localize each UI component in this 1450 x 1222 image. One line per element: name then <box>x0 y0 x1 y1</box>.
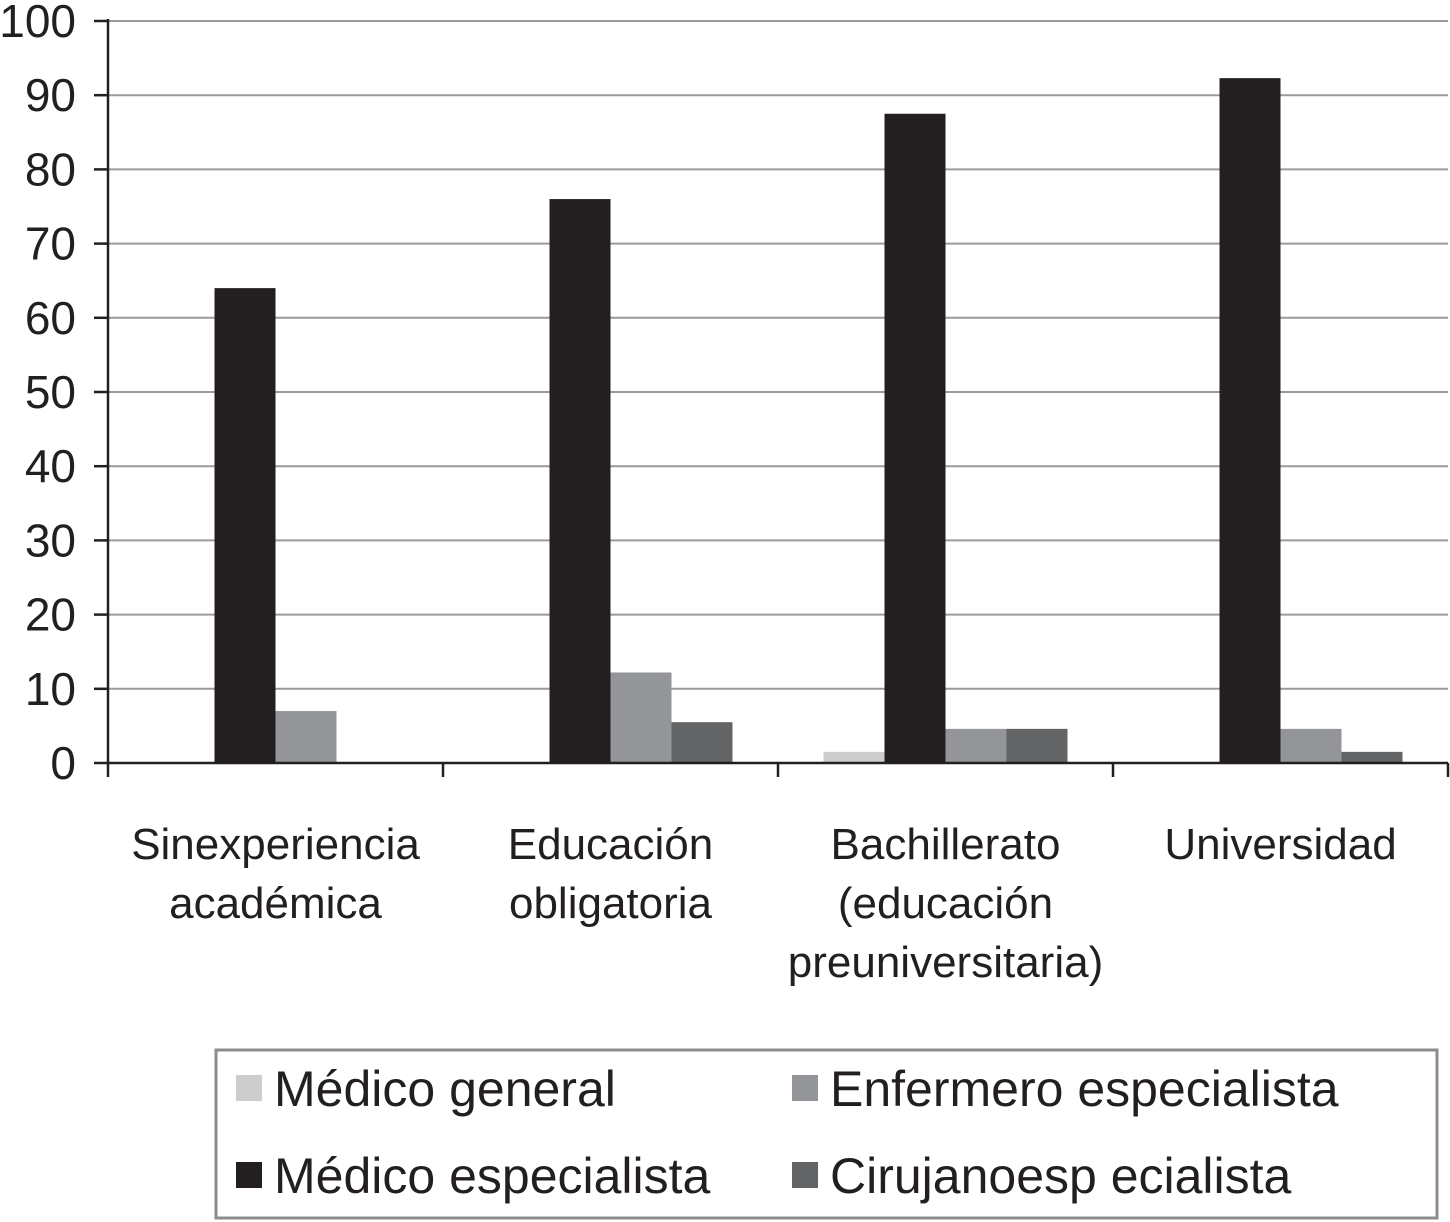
legend-swatch-3 <box>792 1162 818 1188</box>
y-tick-label-0: 0 <box>50 737 76 789</box>
bar-cat3-series1 <box>1219 78 1281 763</box>
legend-box <box>214 1048 1439 1220</box>
y-tick-label-20: 20 <box>25 589 76 641</box>
x-category-label-0-line-0: Sinexperiencia <box>131 820 420 869</box>
y-tick-label-70: 70 <box>25 218 76 270</box>
bar-cat0-series1 <box>214 288 276 763</box>
legend-label-2: Enfermero especialista <box>830 1061 1339 1117</box>
x-category-label-1-line-1: obligatoria <box>509 879 713 928</box>
grid-lines <box>108 20 1448 690</box>
bar-cat2-series3 <box>1006 728 1068 763</box>
x-category-labels: Sinexperiencia académica Educación obligato… <box>131 820 1396 987</box>
bar-cat2-series1 <box>884 113 946 763</box>
y-tick-label-60: 60 <box>25 292 76 344</box>
x-category-label-3-line-0: Universidad <box>1164 820 1396 869</box>
x-category-label-1-line-0: Educación <box>508 820 713 869</box>
bar-cat2-series2 <box>945 728 1007 763</box>
bar-cat0-series2 <box>275 711 337 763</box>
legend-swatch-2 <box>792 1075 818 1101</box>
x-category-label-0-line-1: académica <box>169 879 382 928</box>
x-category-label-2-line-1: (educación <box>838 879 1053 928</box>
y-tick-label-100: 100 <box>0 0 76 47</box>
y-tick-label-50: 50 <box>25 366 76 418</box>
legend-swatch-0 <box>236 1075 262 1101</box>
legend-label-1: Médico especialista <box>274 1148 711 1204</box>
bar-cat1-series2 <box>610 672 672 763</box>
x-category-label-2-line-2: preuniversitaria) <box>788 938 1103 987</box>
y-tick-labels: 0 10 20 30 40 50 60 70 80 90 100 <box>0 0 76 789</box>
bars <box>214 78 1403 763</box>
axes <box>94 19 1450 777</box>
y-tick-label-80: 80 <box>25 143 76 195</box>
legend-swatch-1 <box>236 1162 262 1188</box>
bar-cat1-series1 <box>549 199 611 763</box>
y-tick-label-30: 30 <box>25 514 76 566</box>
x-category-label-2-line-0: Bachillerato <box>831 820 1061 869</box>
y-tick-label-90: 90 <box>25 69 76 121</box>
bar-cat3-series3 <box>1341 751 1403 763</box>
legend: Médico general Enfermero especialista Médi… <box>214 1048 1439 1220</box>
legend-label-3: Cirujanoesp ecialista <box>830 1148 1292 1204</box>
bar-cat1-series3 <box>671 722 733 763</box>
bar-cat3-series2 <box>1280 728 1342 763</box>
y-tick-label-40: 40 <box>25 440 76 492</box>
legend-label-0: Médico general <box>274 1061 616 1117</box>
y-tick-label-10: 10 <box>25 663 76 715</box>
bar-cat2-series0 <box>823 751 885 763</box>
